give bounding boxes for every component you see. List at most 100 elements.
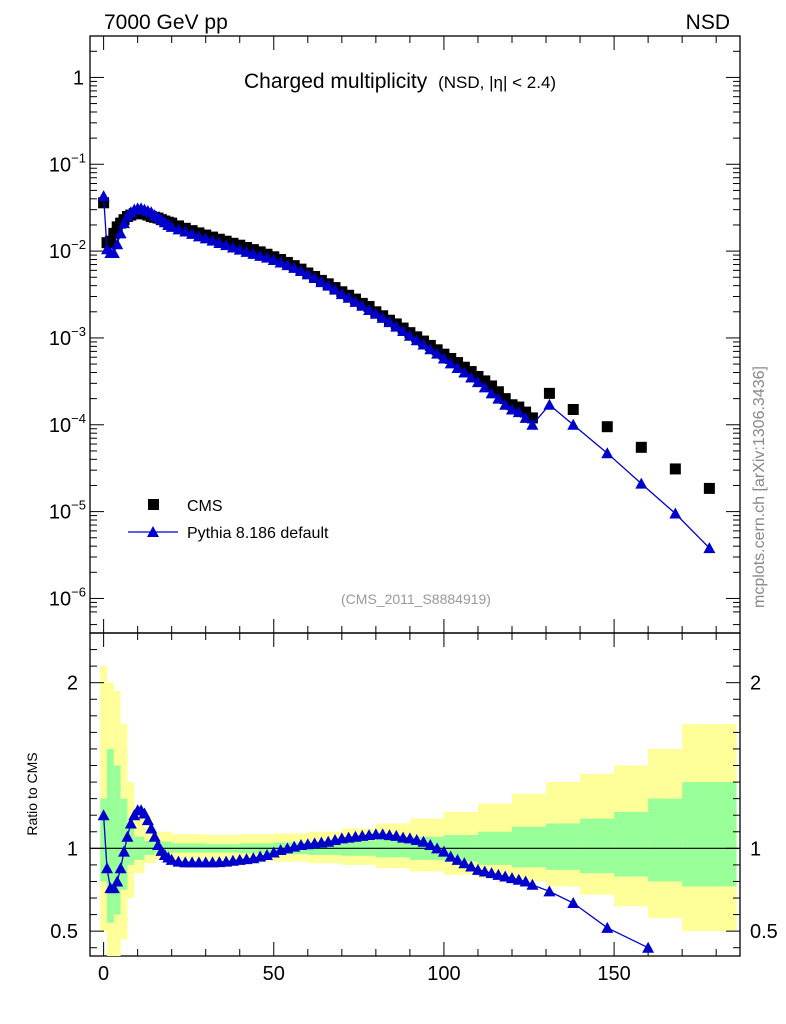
pythia-point xyxy=(397,325,410,337)
watermark: mcplots.cern.ch [arXiv:1306.3436] xyxy=(751,366,768,608)
cms-point xyxy=(703,482,715,494)
pythia-point xyxy=(403,329,416,341)
ratio-y-tick-label: 2 xyxy=(67,673,78,695)
band-inner-segment xyxy=(113,765,121,915)
pythia-point xyxy=(567,418,580,430)
pythia-ratio-point xyxy=(165,853,178,865)
pythia-ratio-point xyxy=(478,865,491,877)
pythia-point xyxy=(335,288,348,300)
pythia-ratio-point xyxy=(512,873,525,885)
pythia-point xyxy=(471,376,484,388)
pythia-point xyxy=(172,223,185,235)
pythia-point xyxy=(206,234,219,246)
pythia-point xyxy=(465,371,478,383)
pythia-point xyxy=(274,256,287,268)
pythia-point xyxy=(288,261,301,273)
pythia-point xyxy=(233,243,246,255)
pythia-point xyxy=(444,357,457,369)
pythia-point xyxy=(703,542,716,554)
x-tick-label: 50 xyxy=(263,963,285,985)
pythia-ratio-point xyxy=(145,822,158,834)
header-left: 7000 GeV pp xyxy=(104,11,228,34)
pythia-point xyxy=(505,403,518,415)
legend-cms-marker xyxy=(148,499,159,510)
pythia-point xyxy=(199,232,212,244)
x-tick-label: 150 xyxy=(597,963,630,985)
pythia-ratio-point xyxy=(601,921,614,933)
pythia-point xyxy=(431,347,444,359)
band-inner-segment xyxy=(100,798,108,882)
pythia-point xyxy=(308,272,321,284)
pythia-point xyxy=(478,381,491,393)
band-inner-segment xyxy=(648,798,683,882)
pythia-ratio-point xyxy=(492,868,505,880)
band-inner-segment xyxy=(682,782,737,887)
pythia-ratio-point xyxy=(124,817,137,829)
cms-point xyxy=(601,421,613,433)
pythia-point xyxy=(186,227,199,239)
pythia-line xyxy=(102,196,710,549)
pythia-point xyxy=(281,259,294,271)
header-right: NSD xyxy=(686,11,730,34)
ratio-y-tick-label-right: 2 xyxy=(750,673,761,695)
pythia-ratio-point xyxy=(410,834,423,846)
pythia-ratio-point xyxy=(567,896,580,908)
pythia-ratio-point xyxy=(431,842,444,854)
pythia-ratio-point xyxy=(390,829,403,841)
plot-title: Charged multiplicity (NSD, |η| < 2.4) xyxy=(244,70,556,93)
pythia-ratio-point xyxy=(101,862,114,874)
band-inner-segment xyxy=(107,748,114,923)
band-inner-segment xyxy=(580,818,615,874)
plot-title-main: Charged multiplicity xyxy=(244,70,428,93)
pythia-point xyxy=(390,320,403,332)
pythia-ratio-point xyxy=(471,863,484,875)
pythia-ratio-point xyxy=(526,878,539,890)
pythia-point xyxy=(254,249,267,261)
cms-data-points xyxy=(98,197,715,494)
y-tick-label: 10−2 xyxy=(49,237,86,263)
pythia-point xyxy=(485,387,498,399)
uncertainty-bands xyxy=(90,666,740,956)
plot-title-qualifier: (NSD, |η| < 2.4) xyxy=(438,73,556,92)
pythia-ratio-point xyxy=(111,875,124,887)
analysis-id: (CMS_2011_S8884919) xyxy=(341,591,491,607)
ratio-y-tick-label-right: 1 xyxy=(750,838,761,860)
pythia-ratio-point xyxy=(519,875,532,887)
pythia-point xyxy=(410,334,423,346)
pythia-point xyxy=(97,190,110,202)
pythia-ratio-point xyxy=(499,870,512,882)
legend-mc-label: Pythia 8.186 default xyxy=(187,525,329,542)
x-tick-label: 100 xyxy=(427,963,460,985)
pythia-ratio-point xyxy=(437,845,450,857)
band-inner-segment xyxy=(511,826,547,868)
pythia-point xyxy=(342,291,355,303)
pythia-point xyxy=(424,343,437,355)
cms-point xyxy=(499,393,511,405)
cms-point xyxy=(108,227,120,239)
pythia-ratio-point xyxy=(505,872,518,884)
cms-point xyxy=(479,375,491,387)
pythia-ratio-point xyxy=(118,845,131,857)
y-tick-label: 10−6 xyxy=(49,584,86,610)
pythia-point xyxy=(179,225,192,237)
cms-point xyxy=(669,463,681,475)
pythia-point xyxy=(247,247,260,259)
pythia-point xyxy=(635,477,648,489)
y-tick-label: 10−1 xyxy=(49,150,86,176)
y-tick-label: 10−4 xyxy=(49,411,86,437)
legend-cms-label: CMS xyxy=(187,498,223,515)
pythia-point xyxy=(322,279,335,291)
pythia-curve xyxy=(97,190,716,554)
pythia-point xyxy=(458,366,471,378)
pythia-ratio-point xyxy=(451,853,464,865)
ratio-axis-ticks: 0.5 0.5 1 1 2 2 0 50 100 150 xyxy=(50,633,778,985)
pythia-point xyxy=(301,268,314,280)
pythia-point xyxy=(107,247,120,259)
pythia-point xyxy=(519,411,532,423)
pythia-ratio-point xyxy=(458,857,471,869)
pythia-point xyxy=(294,265,307,277)
pythia-point xyxy=(512,406,525,418)
legend-mc-marker xyxy=(147,526,159,537)
y-tick-label: 10−3 xyxy=(49,324,86,350)
